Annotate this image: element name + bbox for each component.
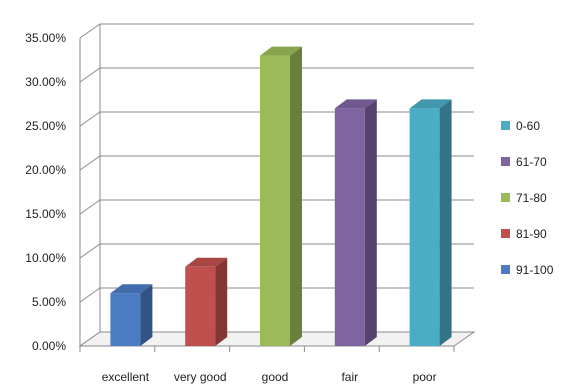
bar-side	[364, 99, 377, 347]
legend-swatch	[501, 157, 510, 166]
bar-layer	[110, 46, 452, 347]
bar-top	[185, 257, 228, 267]
bar-61-70	[334, 99, 377, 347]
bar-front	[260, 55, 290, 346]
bar-side	[290, 46, 302, 346]
gridline	[79, 23, 474, 39]
x-tick-label: very good	[174, 370, 227, 384]
x-tick-label: good	[262, 370, 289, 384]
bar-top	[110, 284, 153, 294]
legend-label: 81-90	[516, 227, 547, 241]
y-tick-label: 10.00%	[25, 251, 66, 265]
y-tick-label: 0.00%	[32, 339, 66, 353]
legend-swatch	[501, 265, 510, 274]
y-tick-label: 25.00%	[25, 119, 66, 133]
bar-91-100	[110, 284, 153, 346]
bar-side	[439, 99, 452, 347]
bar-71-80	[260, 46, 302, 346]
legend-label: 71-80	[516, 191, 547, 205]
bar-side	[140, 284, 153, 346]
x-tick-label: excellent	[102, 370, 150, 384]
x-tick-label: poor	[413, 370, 437, 384]
bar-front	[185, 266, 216, 346]
y-tick-label: 30.00%	[25, 75, 66, 89]
legend-swatch	[501, 121, 510, 130]
legend-label: 91-100	[516, 263, 554, 277]
bar-top	[409, 99, 452, 109]
bar-front	[409, 108, 440, 347]
y-tick-label: 5.00%	[32, 295, 66, 309]
legend-label: 61-70	[516, 155, 547, 169]
bar-top	[260, 46, 302, 56]
bar-front	[110, 293, 141, 346]
legend-label: 0-60	[516, 119, 540, 133]
bar-top	[334, 99, 377, 109]
legend: 0-60 61-70 71-80 81-90 91-100	[501, 119, 554, 277]
legend-swatch	[501, 229, 510, 238]
y-tick-label: 15.00%	[25, 207, 66, 221]
y-tick-label: 35.00%	[25, 31, 66, 45]
bar-front	[334, 108, 365, 347]
y-tick-label: 20.00%	[25, 163, 66, 177]
x-tick-labels: excellent very good good fair poor	[102, 370, 437, 384]
bar-81-90	[185, 257, 228, 346]
legend-swatch	[501, 193, 510, 202]
x-tick-label: fair	[341, 370, 358, 384]
bar-side	[215, 257, 228, 346]
bar-0-60	[409, 99, 452, 347]
